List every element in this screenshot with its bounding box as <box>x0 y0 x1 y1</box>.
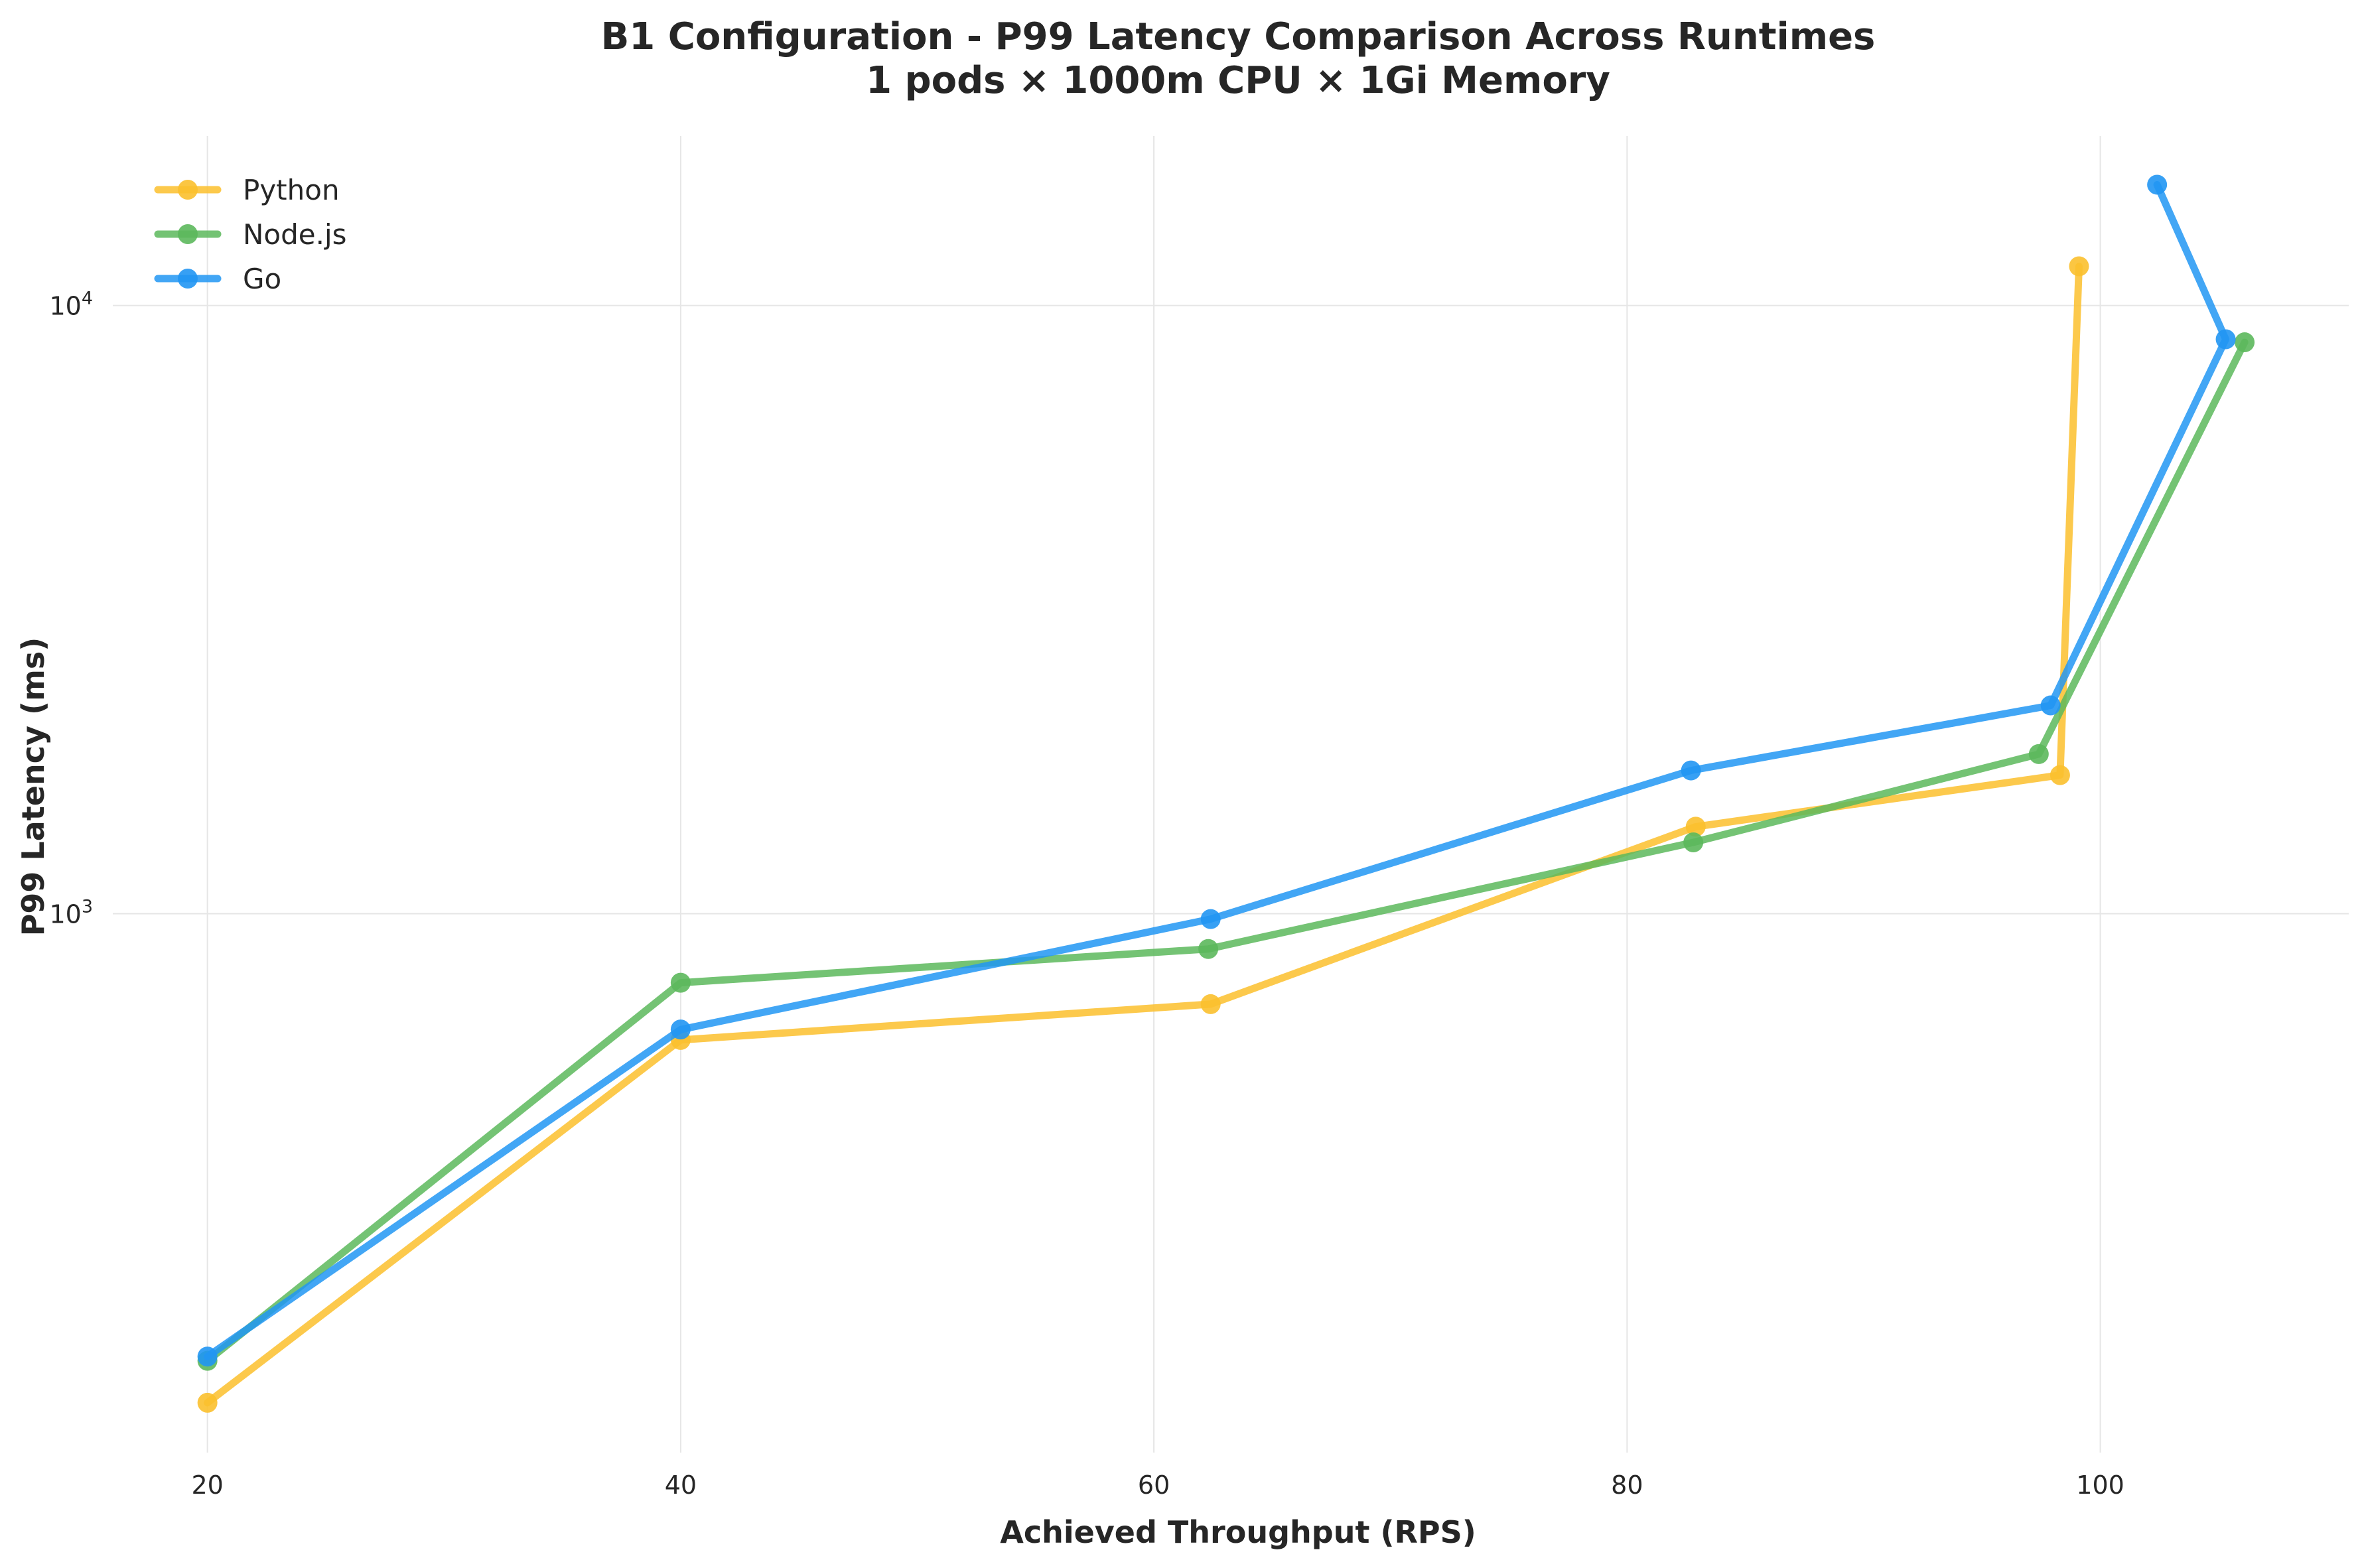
data-point-go <box>2147 174 2168 195</box>
data-point-node-js <box>670 972 691 993</box>
data-point-node-js <box>2235 332 2255 353</box>
legend-swatch-marker <box>178 269 198 289</box>
data-point-python <box>2069 256 2089 277</box>
data-point-python <box>1685 817 1706 837</box>
series-go <box>197 174 2236 1367</box>
y-tick-label: 103 <box>49 897 93 929</box>
legend-label: Python <box>243 174 340 206</box>
data-point-python <box>2049 765 2070 785</box>
x-tick-label: 100 <box>2076 1470 2124 1500</box>
chart-title: B1 Configuration - P99 Latency Compariso… <box>601 15 1876 58</box>
axis-ticks: 20 40 60 80 100 103 104 <box>49 289 2124 1500</box>
y-tick-label: 104 <box>49 289 93 321</box>
legend-item-go: Go <box>154 263 281 295</box>
x-tick-label: 20 <box>191 1470 223 1500</box>
series-line-node-js <box>204 338 2249 1365</box>
series-line-python <box>204 263 2083 1407</box>
x-axis-label: Achieved Throughput (RPS) <box>1000 1514 1476 1550</box>
legend-item-python: Python <box>154 174 340 206</box>
data-point-go <box>670 1019 691 1040</box>
data-point-go <box>1681 760 1701 781</box>
data-point-python <box>1200 994 1221 1014</box>
data-point-go <box>2215 329 2236 350</box>
legend-swatch-marker <box>178 180 198 200</box>
chart-subtitle: 1 pods × 1000m CPU × 1Gi Memory <box>866 59 1610 102</box>
legend-swatch-marker <box>178 224 198 244</box>
data-point-node-js <box>1683 832 1704 853</box>
data-point-go <box>2040 695 2061 716</box>
legend-label: Go <box>243 263 281 295</box>
legend-label: Node.js <box>243 218 347 251</box>
legend: Python Node.js Go <box>154 174 347 295</box>
legend-item-node-js: Node.js <box>154 218 347 251</box>
y-axis-label: P99 Latency (ms) <box>15 637 51 937</box>
x-tick-label: 40 <box>665 1470 697 1500</box>
series-lines <box>197 174 2255 1413</box>
data-point-node-js <box>2028 744 2049 764</box>
x-tick-label: 80 <box>1611 1470 1643 1500</box>
data-point-python <box>197 1392 218 1413</box>
data-point-go <box>197 1346 218 1367</box>
data-point-go <box>1200 909 1221 929</box>
x-tick-label: 60 <box>1138 1470 1170 1500</box>
data-point-node-js <box>1198 939 1219 959</box>
